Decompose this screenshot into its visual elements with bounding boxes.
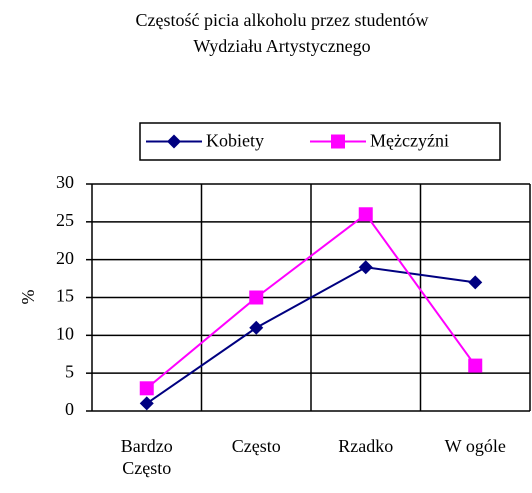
point	[249, 290, 264, 305]
legend-marker	[331, 134, 345, 149]
chart-title-line: Wydziału Artystycznego	[193, 36, 370, 56]
x-tick-label: W ogóle	[444, 436, 506, 456]
point	[468, 275, 483, 290]
series-line	[146, 212, 477, 390]
y-axis-label: %	[18, 290, 38, 305]
x-tick-label: Bardzo Często	[120, 436, 173, 478]
point	[249, 320, 264, 335]
legend-label: Mężczyźni	[370, 131, 449, 151]
y-tick-label: 0	[65, 399, 74, 419]
y-tick-label: 10	[56, 323, 74, 343]
chart-title-line: Częstość picia alkoholu przez studentów	[136, 10, 429, 30]
y-tick-label: 25	[56, 210, 74, 230]
legend-marker	[167, 134, 181, 149]
x-tick-label: Często	[231, 436, 281, 456]
y-tick-label: 15	[56, 286, 74, 306]
x-tick-label-box: Często	[231, 436, 281, 456]
x-tick-label-box: W ogóle	[444, 436, 506, 456]
y-tick-label: 30	[56, 172, 74, 192]
point	[358, 207, 373, 222]
series-line	[146, 266, 476, 405]
x-tick-label-box: Bardzo Często	[120, 436, 173, 478]
x-tick-label-box: Rzadko	[338, 436, 394, 456]
point	[139, 396, 154, 411]
y-tick-label: 20	[56, 248, 74, 268]
point	[139, 381, 154, 396]
y-tick-label: 5	[65, 361, 74, 381]
x-tick-label: Rzadko	[338, 436, 394, 456]
point	[358, 260, 373, 275]
legend-label: Kobiety	[206, 131, 264, 151]
point	[468, 358, 483, 373]
